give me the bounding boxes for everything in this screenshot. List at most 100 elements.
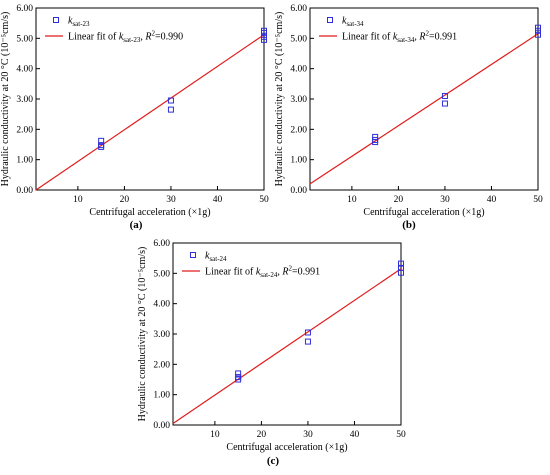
legend-k: k: [205, 251, 210, 262]
x-axis-title: Centrifugal acceleration (×1g): [89, 207, 210, 218]
data-point: [535, 24, 541, 31]
legend-fit-sep: ,: [277, 267, 282, 278]
x-tick-label: 20: [394, 195, 404, 205]
data-point: [441, 100, 448, 107]
x-tick-label: 40: [350, 430, 360, 440]
legend-marker-points: [327, 17, 333, 23]
y-tick-label: 6.00: [153, 239, 170, 249]
x-tick-label: 30: [303, 430, 313, 440]
data-point: [98, 143, 105, 150]
y-tick-label: 0.00: [16, 186, 33, 196]
y-axis-title: Hydraulic conductivity at 20 °C (10⁻⁵cm/…: [137, 247, 148, 422]
data-point: [98, 137, 105, 144]
data-point: [261, 36, 267, 43]
x-tick-label: 50: [533, 195, 543, 205]
y-tick-label: 2.00: [153, 360, 170, 370]
legend-fit-sep: ,: [414, 32, 419, 43]
legend-subscript: sat-34: [346, 20, 364, 28]
x-tick-label: 20: [120, 195, 130, 205]
y-tick-label: 2.00: [290, 125, 307, 135]
legend-fit-value: =0.991: [429, 32, 457, 43]
legend-fit-superscript: 2: [425, 30, 429, 38]
legend-fit-r: R: [144, 32, 151, 43]
data-point: [535, 27, 541, 34]
data-point: [372, 133, 379, 140]
legend-fit-k: k: [393, 32, 398, 43]
fit-line: [309, 33, 539, 185]
legend-label-points: ksat-34: [342, 16, 364, 29]
y-tick-label: 5.00: [16, 34, 33, 44]
chart-panel-3: 10 20 30 40 50 0.00 1.00 2.00 3.00 4.00 5.00 6.00 Ce…: [137, 239, 406, 467]
legend-fit-r: R: [281, 267, 288, 278]
y-tick-label: 5.00: [153, 269, 170, 279]
x-tick-label: 30: [166, 195, 176, 205]
legend-subscript: sat-24: [209, 255, 227, 263]
y-tick-label: 0.00: [153, 421, 170, 431]
y-axis-title: Hydraulic conductivity at 20 °C (10⁻⁵cm/…: [0, 12, 11, 187]
legend-fit-prefix: Linear fit of: [68, 32, 119, 43]
data-point: [304, 338, 311, 345]
legend-label-fit: Linear fit of ksat-23, R2=0.990: [68, 30, 183, 45]
data-point: [441, 92, 448, 99]
fit-line: [172, 268, 402, 424]
legend-fit-prefix: Linear fit of: [205, 267, 256, 278]
x-tick-label: 30: [440, 195, 450, 205]
data-point: [235, 376, 242, 383]
legend-fit-sep: ,: [140, 32, 145, 43]
x-tick-label: 10: [347, 195, 357, 205]
y-tick-label: 1.00: [153, 391, 170, 401]
y-tick-label: 2.00: [16, 125, 33, 135]
y-tick-label: 6.00: [16, 4, 33, 14]
data-point: [372, 139, 379, 146]
legend-fit-k: k: [256, 267, 261, 278]
legend-label-points: ksat-23: [68, 16, 90, 29]
legend-fit-r: R: [418, 32, 425, 43]
data-point: [398, 260, 404, 267]
x-tick-label: 50: [259, 195, 269, 205]
data-point: [261, 29, 267, 36]
data-point: [261, 33, 267, 40]
legend-subscript: sat-23: [72, 20, 90, 28]
x-tick-label: 40: [213, 195, 223, 205]
legend-fit-superscript: 2: [151, 30, 155, 38]
y-axis-title: Hydraulic conductivity at 20 °C (10⁻⁵cm/…: [274, 12, 285, 187]
chart-panel-1: 10 20 30 40 50 0.00 1.00 2.00 3.00 4.00 5.00 6.00 Ce…: [0, 4, 269, 231]
x-axis-title: Centrifugal acceleration (×1g): [363, 207, 484, 218]
y-tick-label: 3.00: [290, 95, 307, 105]
data-point: [535, 31, 541, 38]
panel-label: (c): [267, 455, 280, 467]
legend-fit-value: =0.990: [155, 32, 183, 43]
fit-line: [35, 34, 265, 191]
x-tick-label: 50: [396, 430, 406, 440]
legend-fit-prefix: Linear fit of: [342, 32, 393, 43]
y-tick-label: 1.00: [290, 156, 307, 166]
legend-marker-points: [53, 17, 59, 23]
legend-label-points: ksat-24: [205, 251, 227, 264]
data-point: [398, 269, 404, 276]
y-tick-label: 3.00: [16, 95, 33, 105]
x-tick-label: 10: [210, 430, 220, 440]
data-point: [304, 329, 311, 336]
y-tick-label: 6.00: [290, 4, 307, 14]
legend-fit-subscript: sat-24: [260, 271, 278, 279]
chart-panel-2: 10 20 30 40 50 0.00 1.00 2.00 3.00 4.00 5.00 6.00 Ce…: [274, 4, 543, 231]
x-tick-label: 10: [73, 195, 83, 205]
legend-fit-subscript: sat-23: [123, 36, 141, 44]
data-point: [167, 97, 174, 104]
legend-label-fit: Linear fit of ksat-34, R2=0.991: [342, 30, 457, 45]
y-tick-label: 4.00: [16, 65, 33, 75]
x-tick-label: 20: [257, 430, 267, 440]
legend-fit-superscript: 2: [288, 265, 292, 273]
legend-marker-points: [190, 252, 196, 258]
legend-fit-subscript: sat-34: [397, 36, 415, 44]
y-tick-label: 3.00: [153, 330, 170, 340]
y-tick-label: 1.00: [16, 156, 33, 166]
legend-fit-value: =0.991: [292, 267, 320, 278]
legend-k: k: [68, 16, 73, 27]
data-point: [235, 370, 242, 377]
y-tick-label: 4.00: [290, 65, 307, 75]
legend-k: k: [342, 16, 347, 27]
legend-label-fit: Linear fit of ksat-24, R2=0.991: [205, 265, 320, 280]
x-tick-label: 40: [487, 195, 497, 205]
